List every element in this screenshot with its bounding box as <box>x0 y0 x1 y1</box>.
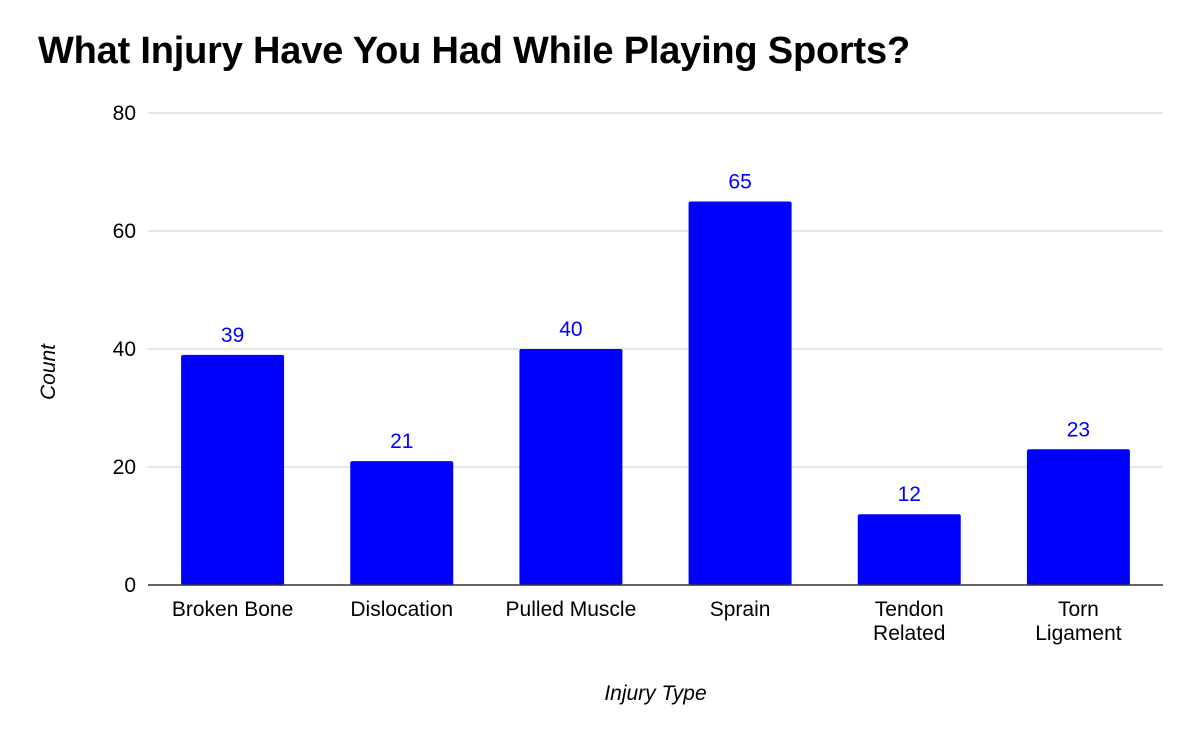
bar <box>857 514 961 585</box>
bar <box>181 354 285 585</box>
data-label: 40 <box>559 318 582 341</box>
bars <box>181 201 1130 585</box>
data-label: 23 <box>1067 418 1090 441</box>
chart-title: What Injury Have You Had While Playing S… <box>38 30 910 72</box>
data-label: 65 <box>728 171 751 194</box>
data-label: 12 <box>898 483 921 506</box>
y-tick-label: 40 <box>113 338 136 361</box>
x-tick-label: Broken Bone <box>172 598 293 621</box>
bar <box>1026 449 1130 585</box>
bar <box>519 349 623 585</box>
y-tick-label: 60 <box>113 220 136 243</box>
data-label: 39 <box>221 324 244 347</box>
y-axis-title: Count <box>37 343 60 400</box>
x-tick-label: Dislocation <box>350 598 453 621</box>
bar <box>350 461 454 585</box>
x-tick-label: Pulled Muscle <box>506 598 637 621</box>
x-tick-label: Sprain <box>710 598 771 621</box>
y-axis-ticks: 0 20 40 60 80 <box>113 102 136 597</box>
y-tick-label: 80 <box>113 102 136 125</box>
y-tick-label: 0 <box>124 574 136 597</box>
data-label: 21 <box>390 430 413 453</box>
data-labels: 39 21 40 65 12 23 <box>221 171 1090 507</box>
x-tick-label: Tendon Related <box>873 598 945 645</box>
y-tick-label: 20 <box>113 456 136 479</box>
x-tick-label: Torn Ligament <box>1035 598 1122 645</box>
x-axis-title: Injury Type <box>604 682 706 705</box>
x-axis-ticks: Broken Bone Dislocation Pulled Muscle Sprai… <box>172 598 1122 645</box>
gridlines <box>148 112 1163 468</box>
bar <box>688 201 792 585</box>
